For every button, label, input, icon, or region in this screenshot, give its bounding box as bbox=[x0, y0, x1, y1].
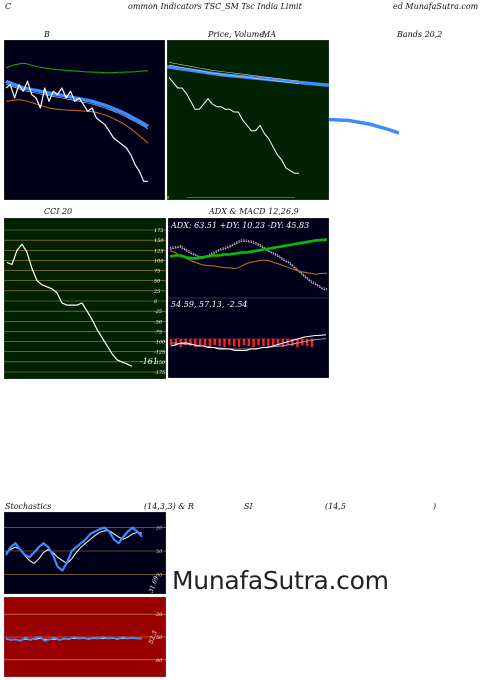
macd-line bbox=[170, 334, 327, 351]
chart-title: ommon Indicators TSC_SM Tsc India Limit bbox=[128, 2, 302, 11]
price-ma-grey-line-1 bbox=[168, 62, 300, 82]
macd-histogram-bar bbox=[189, 339, 192, 346]
header-left: C bbox=[5, 2, 12, 11]
cci-tick-label: -100 bbox=[154, 340, 166, 346]
price-ma-grey-line-2 bbox=[168, 64, 300, 84]
cci-tick-label: 25 bbox=[153, 289, 160, 295]
macd-histogram-bar bbox=[184, 339, 187, 345]
stochastics-k-line bbox=[5, 526, 143, 572]
stochastics-label: Stochastics bbox=[5, 502, 52, 511]
cci-tick-label: -25 bbox=[154, 309, 162, 315]
cci-tick-label: -50 bbox=[154, 319, 163, 325]
macd-stats: 54.59, 57.13, -2.54 bbox=[171, 300, 248, 309]
cci-tick-label: -175 bbox=[154, 370, 165, 376]
cci-tick-label: 50 bbox=[154, 279, 161, 285]
adx-line bbox=[169, 240, 328, 291]
ma-label: MA bbox=[262, 30, 276, 39]
stochastics-tick-label: 80 bbox=[156, 572, 163, 578]
stochastics-d-line bbox=[5, 530, 143, 564]
bollinger-label: B bbox=[44, 30, 50, 39]
price-label: Price, Volume, bbox=[208, 30, 267, 39]
bands-extension bbox=[329, 117, 399, 135]
minus-dy-line bbox=[169, 250, 328, 275]
macd-histogram-bar bbox=[257, 339, 260, 345]
macd-histogram-bar bbox=[242, 339, 246, 345]
rsi-tick-label: 20 bbox=[155, 612, 163, 618]
cci-tick-label: 75 bbox=[154, 269, 160, 275]
bands-extension-line bbox=[329, 117, 399, 135]
adx-macd-label: ADX & MACD 12,26,9 bbox=[209, 207, 299, 216]
cci-tick-label: 125 bbox=[154, 248, 164, 254]
plus-dy-line bbox=[169, 238, 328, 260]
macd-histogram-bar bbox=[218, 339, 221, 346]
macd-signal-line bbox=[171, 338, 327, 350]
adx-chart: ADX: 63.51 +DY: 10.23 -DY: 45.83 bbox=[168, 218, 329, 298]
rsi-tick-label: 80 bbox=[156, 658, 163, 664]
macd-histogram-bar bbox=[194, 339, 197, 347]
bollinger-price-line bbox=[5, 80, 148, 182]
stochastics-params: (14,3,3) & R bbox=[144, 502, 194, 511]
macd-histogram-bar bbox=[213, 339, 216, 345]
macd-histogram-bar bbox=[233, 339, 236, 346]
bollinger-middle-highlight bbox=[5, 83, 149, 130]
rsi-value-label: 52.3 bbox=[148, 630, 159, 645]
macd-histogram-bar bbox=[291, 339, 294, 346]
rsi-line bbox=[5, 636, 143, 642]
macd-histogram-bar bbox=[237, 339, 241, 347]
cci-tick-label: 175 bbox=[154, 228, 164, 234]
price-close-line bbox=[168, 76, 299, 174]
price-chart bbox=[167, 40, 329, 200]
macd-histogram-bar bbox=[252, 339, 255, 347]
macd-histogram-bar bbox=[203, 339, 207, 346]
bollinger-lower-line bbox=[5, 99, 149, 144]
watermark: MunafaSutra.com bbox=[172, 566, 389, 595]
macd-histogram-bar bbox=[271, 339, 275, 345]
adx-stats: ADX: 63.51 +DY: 10.23 -DY: 45.83 bbox=[170, 221, 309, 230]
bands-label: Bands 20,2 bbox=[397, 30, 443, 39]
cci-value-label: -161 bbox=[140, 357, 158, 366]
rsi-chart: 80 50 20 52.3 bbox=[4, 597, 166, 677]
macd-histogram-bar bbox=[169, 339, 173, 345]
macd-histogram-bar bbox=[276, 339, 280, 346]
cci-line bbox=[6, 243, 133, 367]
cci-tick-label: 100 bbox=[154, 258, 164, 264]
bollinger-chart bbox=[4, 40, 165, 200]
stochastics-tick-label: 50 bbox=[156, 549, 163, 555]
cci-label: CCI 20 bbox=[44, 207, 73, 216]
rsi-label: SI bbox=[244, 502, 253, 511]
header-right: ed MunafaSutra.com bbox=[393, 2, 479, 11]
macd-histogram-bar bbox=[247, 339, 250, 346]
macd-histogram-bar bbox=[262, 339, 265, 346]
rsi-tick-label: 50 bbox=[156, 635, 163, 641]
macd-chart: 54.59, 57.13, -2.54 bbox=[168, 298, 329, 378]
cci-tick-label: -125 bbox=[154, 350, 165, 356]
macd-histogram-bar bbox=[223, 339, 226, 347]
rsi-params: (14,5 bbox=[325, 502, 346, 511]
cci-tick-label: 150 bbox=[154, 238, 164, 244]
adx-line-inner bbox=[169, 239, 328, 289]
cci-tick-label: -150 bbox=[154, 360, 166, 366]
macd-histogram-bar bbox=[310, 339, 314, 347]
macd-histogram-bar bbox=[305, 339, 309, 346]
macd-histogram-bar bbox=[208, 339, 212, 347]
macd-histogram-bar bbox=[198, 339, 202, 345]
macd-histogram-bar bbox=[267, 339, 270, 347]
cci-tick-label: 0 bbox=[154, 299, 158, 305]
stochastics-tick-label: 20 bbox=[155, 526, 163, 532]
cci-tick-label: -75 bbox=[154, 329, 162, 335]
cci-chart: 175 150 125 100 75 50 25 0 -25 -50 -75 -100 -125 -150… bbox=[4, 218, 166, 379]
rsi-params-close: ) bbox=[433, 502, 437, 511]
macd-histogram-bar bbox=[174, 339, 178, 346]
bollinger-upper-line bbox=[5, 62, 149, 74]
macd-histogram-bar bbox=[228, 339, 231, 345]
